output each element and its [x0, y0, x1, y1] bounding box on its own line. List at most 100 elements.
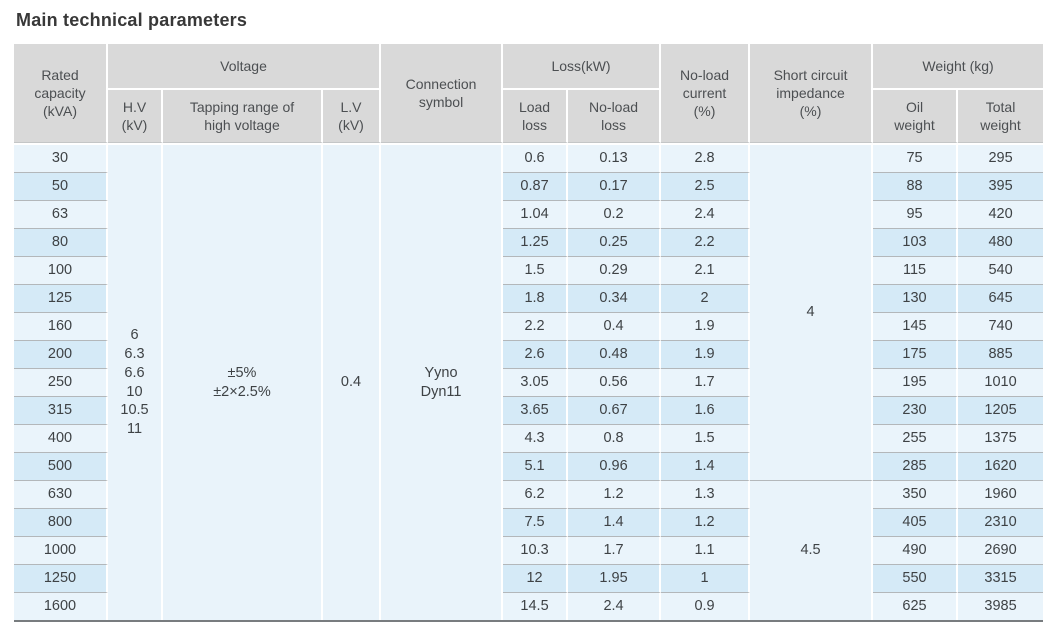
cell-no-load-loss: 0.25: [568, 229, 662, 257]
cell-no-load-loss: 0.67: [568, 397, 662, 425]
table-row: 500 5.1 0.96 1.4 285 1620: [14, 453, 1044, 481]
cell-oil-weight: 285: [873, 453, 959, 481]
table-row: 125 1.8 0.34 2 130 645: [14, 285, 1044, 313]
cell-oil-weight: 350: [873, 481, 959, 509]
technical-parameters-table: Rated capacity (kVA) Voltage Connection …: [14, 44, 1044, 622]
table-body: 30 6 6.3 6.6 10 10.5 11 ±5% ±2×2.5% 0.4 Yyno…: [14, 143, 1044, 620]
cell-rated-capacity: 100: [14, 257, 108, 285]
header-short-circuit-impedance: Short circuit impedance (%): [750, 44, 874, 143]
cell-impedance-group1: 4: [750, 143, 874, 481]
header-group-voltage: Voltage: [108, 44, 382, 90]
cell-rated-capacity: 63: [14, 201, 108, 229]
cell-rated-capacity: 80: [14, 229, 108, 257]
cell-tapping-range: ±5% ±2×2.5%: [163, 143, 323, 620]
cell-total-weight: 885: [958, 341, 1044, 369]
cell-rated-capacity: 800: [14, 509, 108, 537]
cell-no-load-current: 1.6: [661, 397, 751, 425]
cell-rated-capacity: 1000: [14, 537, 108, 565]
cell-no-load-current: 1.9: [661, 313, 751, 341]
cell-oil-weight: 95: [873, 201, 959, 229]
header-load-loss: Load loss: [503, 90, 569, 143]
cell-oil-weight: 195: [873, 369, 959, 397]
cell-no-load-current: 2.2: [661, 229, 751, 257]
cell-rated-capacity: 250: [14, 369, 108, 397]
cell-no-load-loss: 0.2: [568, 201, 662, 229]
cell-total-weight: 740: [958, 313, 1044, 341]
cell-load-loss: 1.5: [503, 257, 569, 285]
cell-rated-capacity: 1250: [14, 565, 108, 593]
header-group-loss: Loss(kW): [503, 44, 662, 90]
table-row: 200 2.6 0.48 1.9 175 885: [14, 341, 1044, 369]
cell-total-weight: 395: [958, 173, 1044, 201]
cell-no-load-current: 1: [661, 565, 751, 593]
table-row: 250 3.05 0.56 1.7 195 1010: [14, 369, 1044, 397]
cell-total-weight: 1375: [958, 425, 1044, 453]
cell-oil-weight: 88: [873, 173, 959, 201]
cell-rated-capacity: 50: [14, 173, 108, 201]
cell-rated-capacity: 400: [14, 425, 108, 453]
cell-no-load-loss: 0.13: [568, 143, 662, 173]
cell-no-load-current: 2.4: [661, 201, 751, 229]
cell-no-load-loss: 1.7: [568, 537, 662, 565]
cell-oil-weight: 130: [873, 285, 959, 313]
cell-no-load-loss: 1.95: [568, 565, 662, 593]
header-no-load-current: No-load current (%): [661, 44, 751, 143]
cell-total-weight: 480: [958, 229, 1044, 257]
cell-no-load-loss: 0.56: [568, 369, 662, 397]
page-title: Main technical parameters: [16, 10, 248, 30]
cell-oil-weight: 115: [873, 257, 959, 285]
cell-total-weight: 3315: [958, 565, 1044, 593]
cell-no-load-loss: 0.8: [568, 425, 662, 453]
table-row: 1000 10.3 1.7 1.1 490 2690: [14, 537, 1044, 565]
cell-load-loss: 1.04: [503, 201, 569, 229]
table-row: 1600 14.5 2.4 0.9 625 3985: [14, 593, 1044, 620]
cell-oil-weight: 255: [873, 425, 959, 453]
cell-load-loss: 3.65: [503, 397, 569, 425]
cell-oil-weight: 625: [873, 593, 959, 620]
header-connection-symbol: Connection symbol: [381, 44, 504, 143]
cell-oil-weight: 550: [873, 565, 959, 593]
cell-hv-values: 6 6.3 6.6 10 10.5 11: [108, 143, 163, 620]
table-row: 50 0.87 0.17 2.5 88 395: [14, 173, 1044, 201]
cell-load-loss: 1.25: [503, 229, 569, 257]
cell-load-loss: 4.3: [503, 425, 569, 453]
cell-no-load-loss: 0.48: [568, 341, 662, 369]
page: Main technical parameters Rated capacity…: [14, 10, 1044, 622]
cell-impedance-group2: 4.5: [750, 481, 874, 620]
cell-rated-capacity: 30: [14, 143, 108, 173]
cell-oil-weight: 230: [873, 397, 959, 425]
cell-oil-weight: 75: [873, 143, 959, 173]
cell-rated-capacity: 160: [14, 313, 108, 341]
cell-no-load-loss: 2.4: [568, 593, 662, 620]
cell-load-loss: 12: [503, 565, 569, 593]
table-row: 1250 12 1.95 1 550 3315: [14, 565, 1044, 593]
table-row: 63 1.04 0.2 2.4 95 420: [14, 201, 1044, 229]
cell-oil-weight: 103: [873, 229, 959, 257]
cell-no-load-current: 1.4: [661, 453, 751, 481]
cell-no-load-current: 1.3: [661, 481, 751, 509]
cell-load-loss: 1.8: [503, 285, 569, 313]
cell-no-load-loss: 0.96: [568, 453, 662, 481]
cell-total-weight: 3985: [958, 593, 1044, 620]
cell-no-load-current: 2.1: [661, 257, 751, 285]
cell-no-load-current: 1.2: [661, 509, 751, 537]
cell-no-load-loss: 0.4: [568, 313, 662, 341]
cell-total-weight: 1205: [958, 397, 1044, 425]
cell-lv-value: 0.4: [323, 143, 382, 620]
cell-load-loss: 3.05: [503, 369, 569, 397]
cell-total-weight: 540: [958, 257, 1044, 285]
cell-no-load-current: 2.5: [661, 173, 751, 201]
cell-total-weight: 295: [958, 143, 1044, 173]
cell-oil-weight: 405: [873, 509, 959, 537]
cell-total-weight: 2310: [958, 509, 1044, 537]
cell-load-loss: 2.2: [503, 313, 569, 341]
cell-no-load-current: 1.9: [661, 341, 751, 369]
cell-rated-capacity: 500: [14, 453, 108, 481]
cell-no-load-current: 2.8: [661, 143, 751, 173]
header-tapping-range: Tapping range of high voltage: [163, 90, 323, 143]
cell-rated-capacity: 1600: [14, 593, 108, 620]
cell-no-load-current: 1.1: [661, 537, 751, 565]
cell-no-load-loss: 0.34: [568, 285, 662, 313]
table-row: 80 1.25 0.25 2.2 103 480: [14, 229, 1044, 257]
cell-oil-weight: 175: [873, 341, 959, 369]
